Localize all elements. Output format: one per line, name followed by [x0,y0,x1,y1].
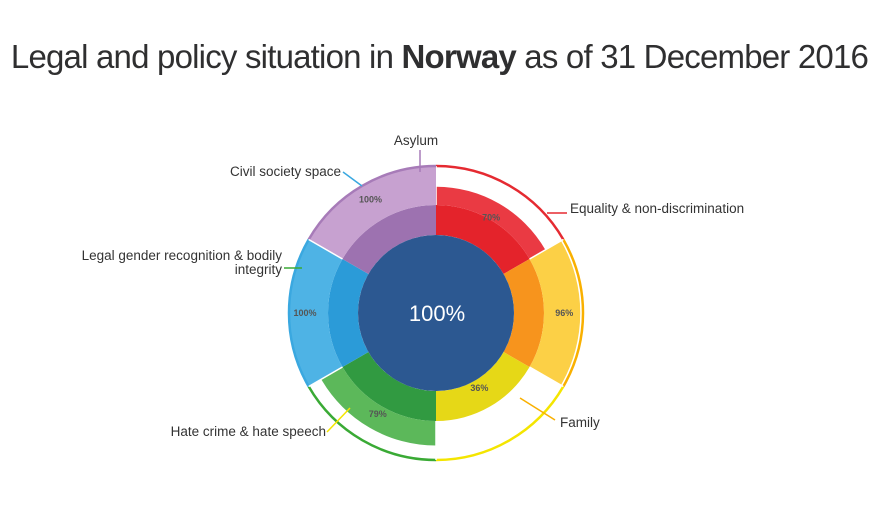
value-band-civil-society-space [288,239,343,387]
inner-band-equality-and-non-discrimination [436,205,530,274]
category-label-equality-and-non-discrimination: Equality & non-discrimination [570,201,744,216]
category-label-hate-crime-and-hate-speech: Hate crime & hate speech [171,424,326,439]
value-label-family: 96% [555,308,573,318]
leader-line-civil-society-space [342,171,363,187]
category-label-legal-gender-recognition-and-bodily-integrity: Legal gender recognition & bodily integri… [82,248,283,277]
separator-asylum [308,238,343,260]
inner-band-civil-society-space [328,259,369,367]
value-label-asylum: 100% [359,195,382,205]
value-band-family [529,240,581,386]
leader-line-hate-crime-and-hate-speech [326,407,351,433]
category-label-family: Family [560,415,600,430]
chart-title: Legal and policy situation in Norway as … [0,38,879,76]
category-label-civil-society-space: Civil society space [230,164,341,179]
value-label-equality-and-non-discrimination: 70% [482,212,500,222]
value-label-civil-society-space: 100% [293,308,316,318]
value-label-hate-crime-and-hate-speech: 36% [470,383,488,393]
separator-family [529,238,564,260]
inner-band-family [503,259,544,367]
title-suffix: as of 31 December 2016 [515,38,869,75]
value-band-asylum [308,166,436,259]
leader-line-family [519,397,556,421]
value-band-legal-gender-recognition-and-bodily-integrity [321,367,436,446]
category-label-asylum: Asylum [394,133,438,148]
outline-arc-civil-society-space [287,238,310,388]
center-disc [358,235,514,391]
outline-arc-asylum [307,164,437,241]
inner-band-hate-crime-and-hate-speech [436,352,530,421]
title-prefix: Legal and policy situation in [10,38,402,75]
inner-band-legal-gender-recognition-and-bodily-integrity [342,352,436,421]
outline-arc-equality-and-non-discrimination [435,164,565,241]
title-country: Norway [401,38,517,75]
outline-arc-legal-gender-recognition-and-bodily-integrity [307,385,437,462]
separator-civil-society-space [308,366,343,388]
separator-hate-crime-and-hate-speech [529,366,564,388]
value-label-legal-gender-recognition-and-bodily-integrity: 79% [369,409,387,419]
outline-arc-family [562,238,585,388]
value-band-equality-and-non-discrimination [436,186,546,259]
inner-band-asylum [342,205,436,274]
center-label: 100% [409,301,465,326]
outline-arc-hate-crime-and-hate-speech [435,385,565,462]
